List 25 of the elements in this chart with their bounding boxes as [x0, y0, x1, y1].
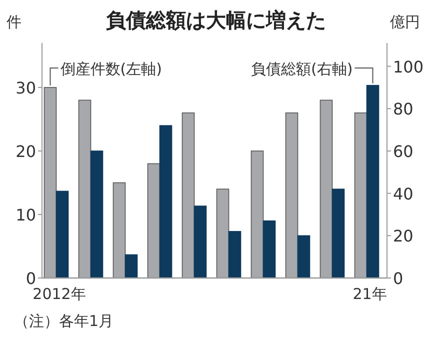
bar — [285, 112, 298, 278]
y2-tick-label: 40 — [393, 184, 414, 204]
y-tick-label: 0 — [26, 269, 36, 288]
y-axis-title: 件 — [6, 13, 22, 31]
y2-tick-label: 20 — [393, 226, 414, 246]
bar — [124, 254, 138, 278]
text: （注）各年1月 — [14, 312, 114, 330]
x-tick-label: 21年 — [352, 285, 387, 303]
y2-tick-label: 0 — [393, 269, 404, 288]
y-tick-label: 10 — [16, 205, 36, 224]
y2-tick-label: 60 — [393, 142, 414, 161]
bar — [250, 150, 264, 278]
bar — [320, 100, 333, 278]
y2-tick-label: 100 — [393, 57, 424, 76]
bar — [182, 112, 195, 278]
legend-label: 倒産件数(左軸) — [60, 60, 162, 78]
y2-tick-label: 80 — [393, 100, 414, 119]
bar — [297, 235, 310, 278]
y-tick-label: 20 — [16, 142, 36, 161]
chart-title: 負債総額は大幅に増えた — [106, 8, 326, 32]
series-label: 負債総額(右軸) — [251, 60, 353, 78]
x-tick-label: 2012年 — [32, 285, 86, 303]
bar — [112, 182, 126, 278]
y2-axis-title: 億円 — [390, 13, 420, 31]
y-tick-label: 30 — [16, 78, 36, 98]
